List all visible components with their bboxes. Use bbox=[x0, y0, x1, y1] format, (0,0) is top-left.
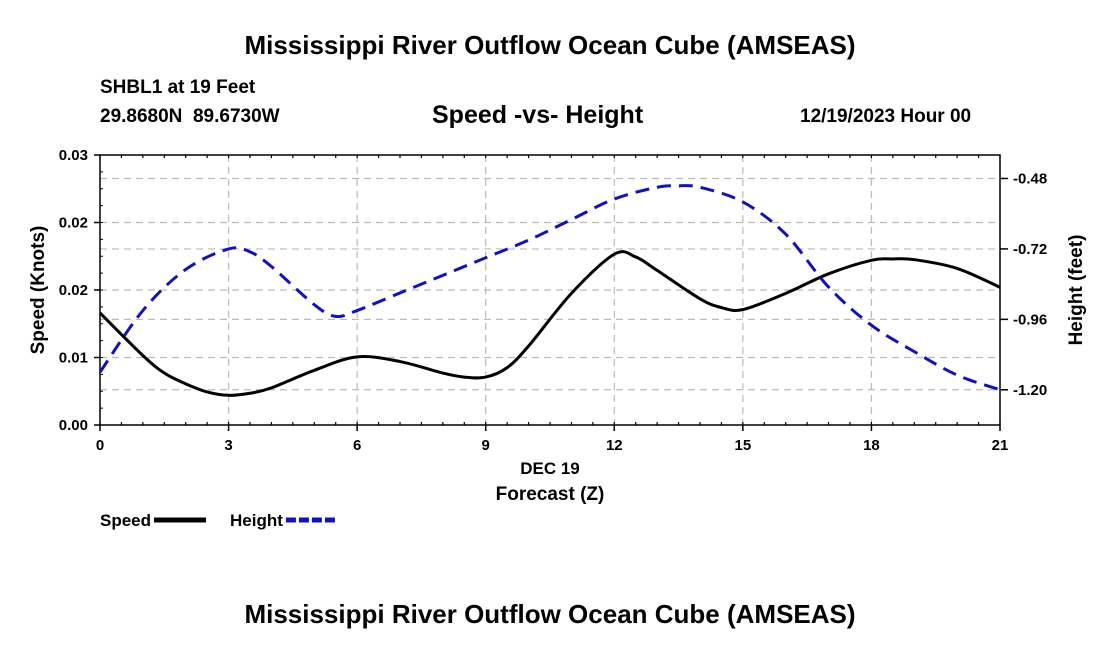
coordinates-label: 29.8680N 89.6730W bbox=[100, 106, 280, 127]
speed-series-line bbox=[98, 250, 1001, 397]
x-tick-label: 0 bbox=[96, 437, 104, 454]
y2-tick-label: -1.20 bbox=[1013, 382, 1047, 399]
x-tick-label: 18 bbox=[863, 437, 880, 454]
footer-title: Mississippi River Outflow Ocean Cube (AM… bbox=[244, 599, 856, 629]
x-tick-label: 12 bbox=[606, 437, 623, 454]
y2-tick-label: -0.48 bbox=[1013, 170, 1047, 187]
legend-label-height: Height bbox=[230, 511, 283, 530]
y-tick-label: 0.03 bbox=[59, 147, 88, 164]
y2-axis-label: Height (feet) bbox=[1066, 235, 1087, 346]
x-axis-label: Forecast (Z) bbox=[496, 484, 605, 505]
chart-subtitle: Speed -vs- Height bbox=[432, 101, 644, 129]
x-sublabel: DEC 19 bbox=[520, 459, 580, 478]
x-tick-label: 21 bbox=[992, 437, 1009, 454]
page-title: Mississippi River Outflow Ocean Cube (AM… bbox=[244, 30, 856, 60]
y-tick-label: 0.02 bbox=[59, 215, 88, 232]
y-axis-label: Speed (Knots) bbox=[28, 226, 49, 355]
x-tick-label: 9 bbox=[482, 437, 490, 454]
x-tick-label: 15 bbox=[735, 437, 752, 454]
legend-label-speed: Speed bbox=[100, 511, 151, 530]
y2-tick-label: -0.96 bbox=[1013, 311, 1047, 328]
y-tick-label: 0.01 bbox=[59, 350, 88, 367]
station-label: SHBL1 at 19 Feet bbox=[100, 77, 256, 98]
height-series-line bbox=[98, 184, 1001, 392]
x-tick-label: 6 bbox=[353, 437, 361, 454]
forecast-datetime: 12/19/2023 Hour 00 bbox=[800, 106, 972, 127]
x-tick-label: 3 bbox=[224, 437, 232, 454]
y-tick-label: 0.00 bbox=[59, 417, 88, 434]
y-tick-label: 0.02 bbox=[59, 282, 88, 299]
y2-tick-label: -0.72 bbox=[1013, 241, 1047, 258]
